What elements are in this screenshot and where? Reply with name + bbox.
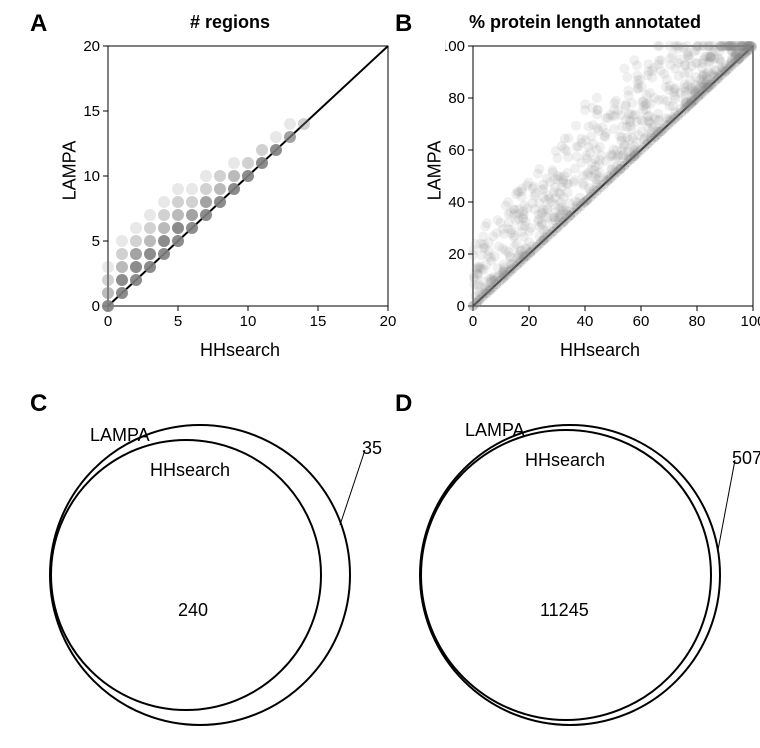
venn-D-inner-label: HHsearch	[525, 450, 605, 471]
venn-C-overlap-value: 240	[178, 600, 208, 621]
ylabel-A: LAMPA	[60, 111, 81, 231]
panel-label-A: A	[30, 10, 47, 38]
panel-label-B: B	[395, 10, 412, 38]
svg-text:10: 10	[240, 313, 257, 330]
svg-text:5: 5	[92, 233, 100, 250]
svg-text:10: 10	[83, 168, 100, 185]
scatter-B: 00 20 20 40 40 60 60 80 80 100 100	[445, 36, 760, 346]
venn-D-extra-value: 507	[732, 448, 760, 469]
svg-text:80: 80	[448, 90, 465, 107]
title-A: # regions	[90, 12, 370, 33]
venn-C-extra-value: 35	[362, 438, 382, 459]
title-B: % protein length annotated	[430, 12, 740, 33]
svg-text:80: 80	[689, 313, 706, 330]
venn-C-inner-label: HHsearch	[150, 460, 230, 481]
venn-D-outer-label: LAMPA	[465, 420, 525, 441]
svg-text:0: 0	[457, 298, 465, 315]
svg-text:20: 20	[521, 313, 538, 330]
scatter-A: 00 5 5 10 10 15 15 20 20	[80, 36, 400, 346]
svg-text:20: 20	[380, 313, 397, 330]
svg-text:20: 20	[448, 246, 465, 263]
figure-root: A B C D # regions % protein length annot…	[0, 0, 760, 748]
svg-text:20: 20	[83, 38, 100, 55]
svg-text:100: 100	[445, 38, 465, 55]
svg-text:0: 0	[469, 313, 477, 330]
svg-text:0: 0	[92, 298, 100, 315]
svg-text:15: 15	[83, 103, 100, 120]
venn-D-overlap-value: 11245	[540, 600, 589, 621]
svg-text:60: 60	[448, 142, 465, 159]
venn-C	[20, 400, 380, 740]
svg-text:100: 100	[740, 313, 760, 330]
svg-text:15: 15	[310, 313, 327, 330]
svg-text:60: 60	[633, 313, 650, 330]
svg-text:0: 0	[104, 313, 112, 330]
svg-text:40: 40	[448, 194, 465, 211]
venn-C-outer-label: LAMPA	[90, 425, 150, 446]
svg-text:40: 40	[577, 313, 594, 330]
svg-text:5: 5	[174, 313, 182, 330]
ylabel-B: LAMPA	[425, 111, 446, 231]
